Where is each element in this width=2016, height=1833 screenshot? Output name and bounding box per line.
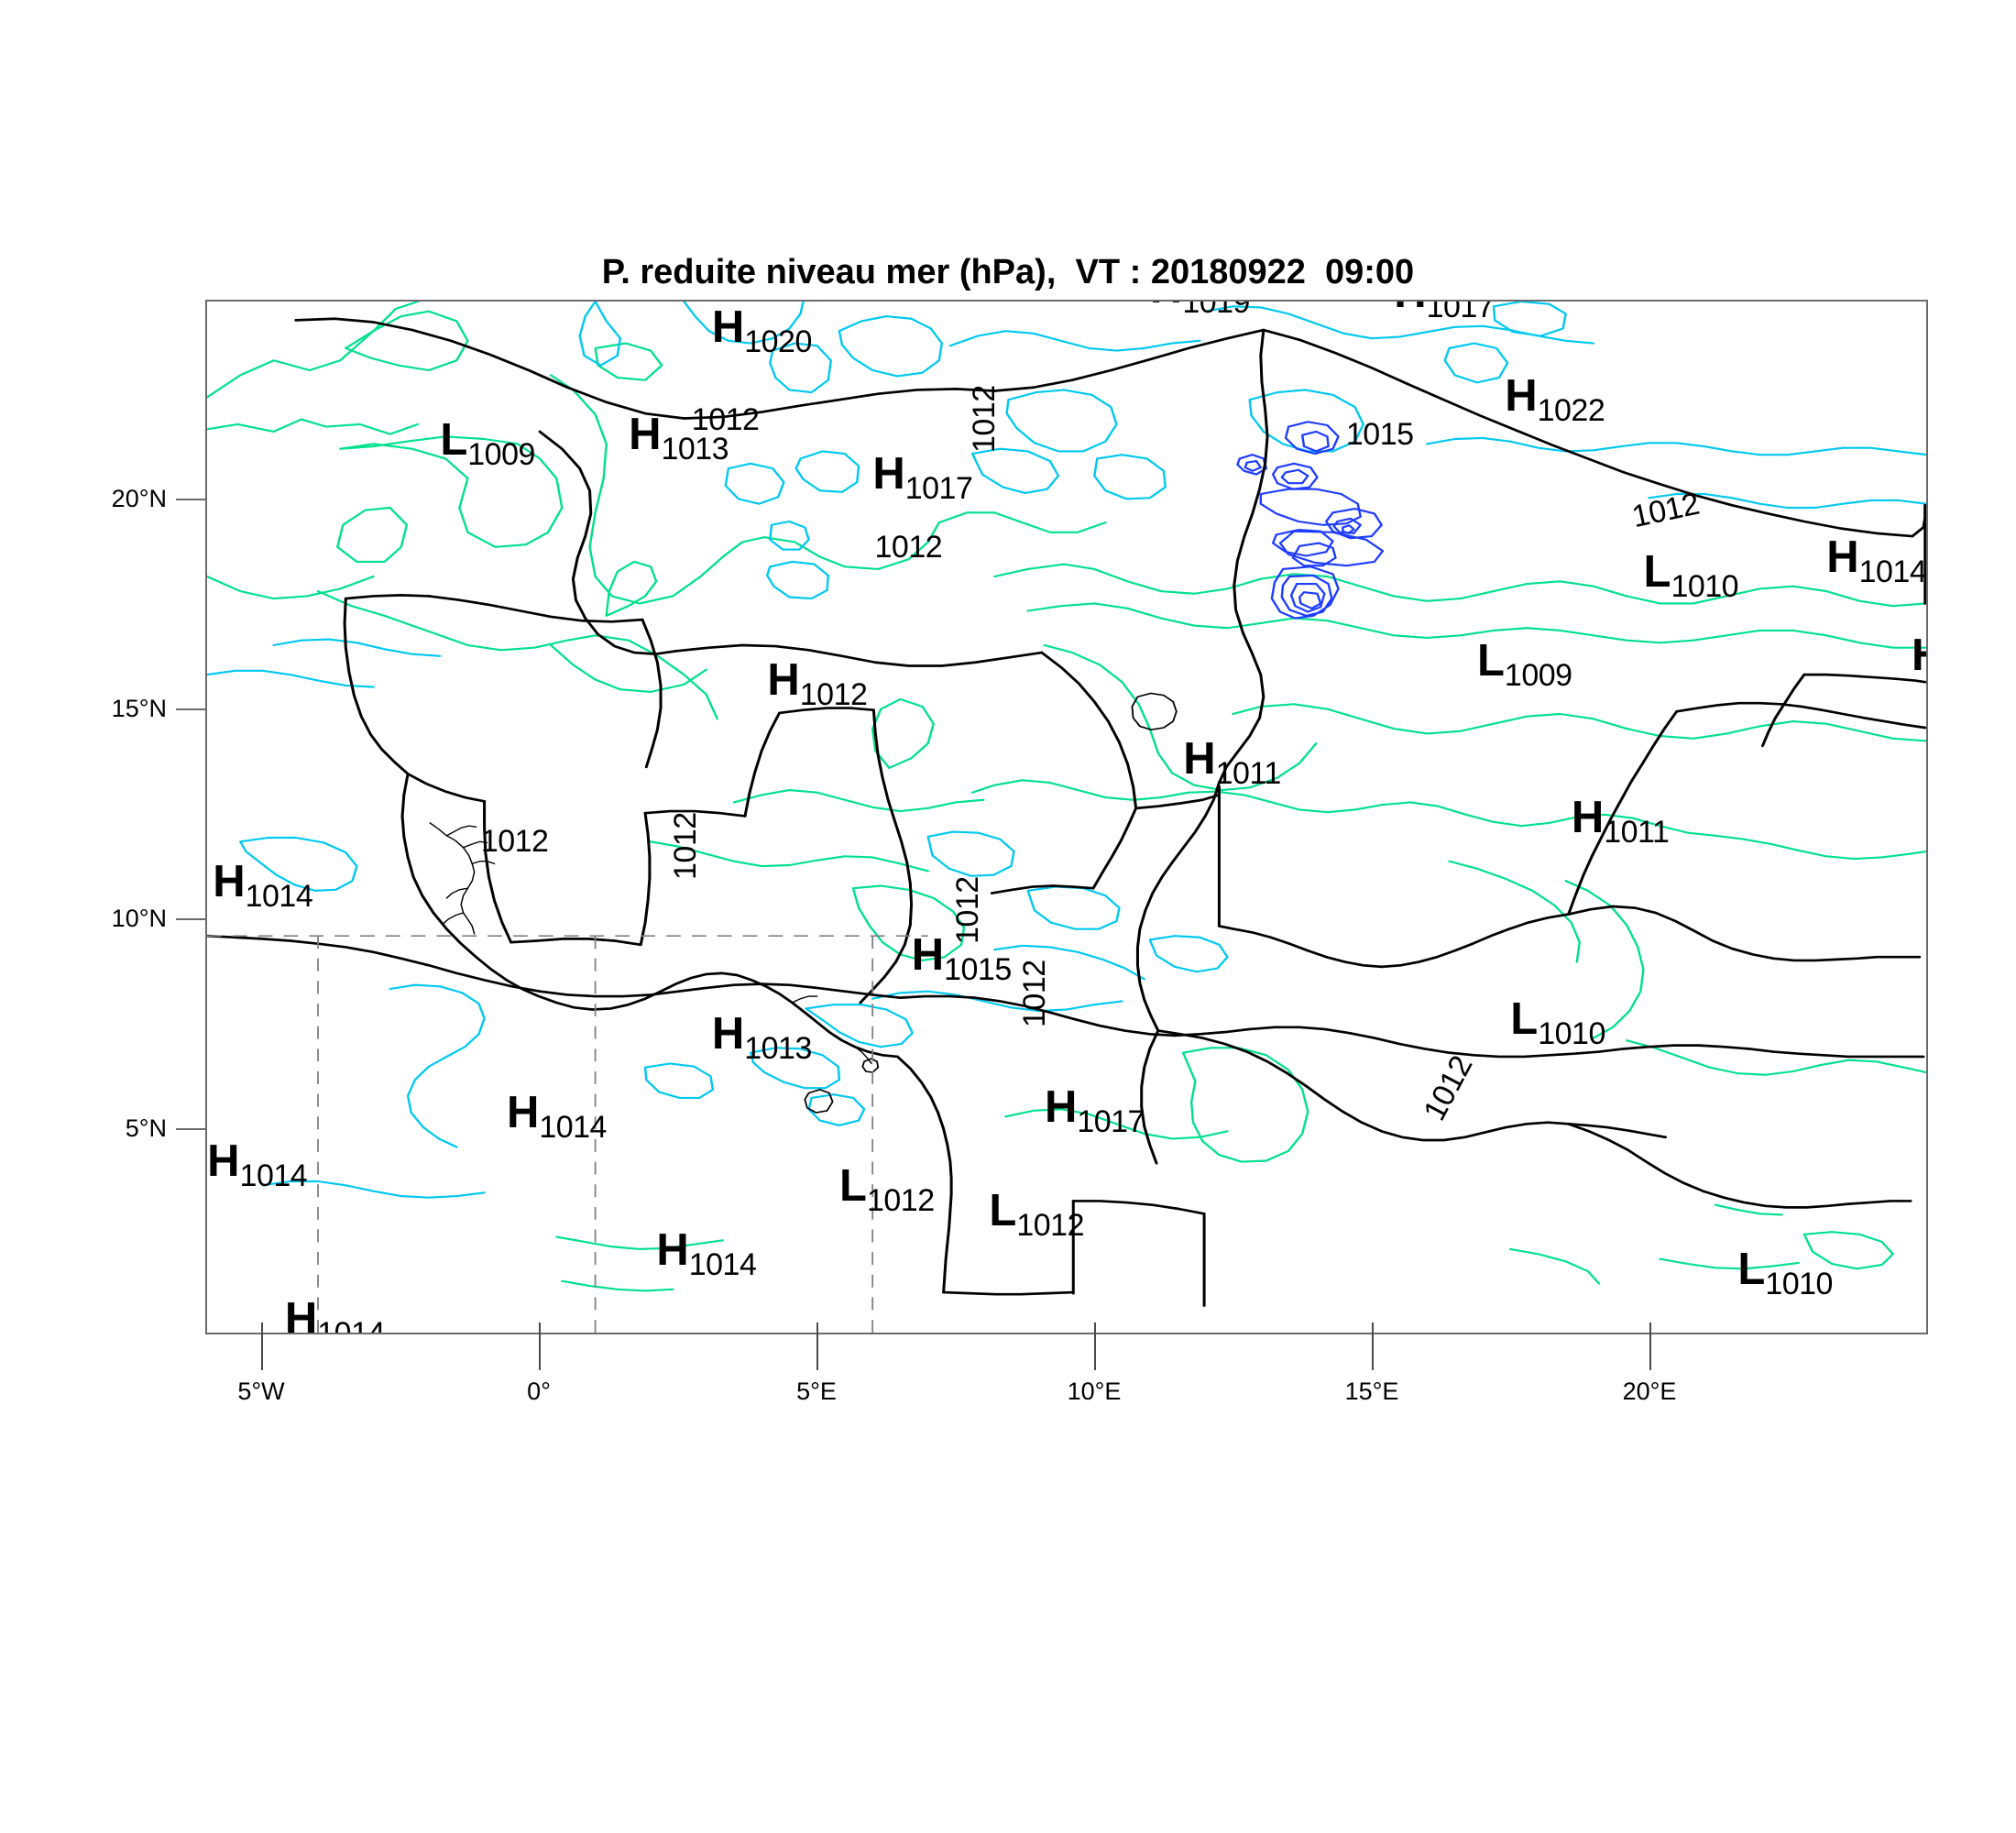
ytick-line-20N xyxy=(176,499,207,500)
ytick-label-15N: 15°N xyxy=(111,695,167,722)
ytick-label-10N: 10°N xyxy=(111,905,167,932)
xtick-label-15E: 15°E xyxy=(1344,1377,1399,1405)
xtick-line-10E xyxy=(1094,1323,1096,1370)
xtick-line-5E xyxy=(816,1323,818,1370)
xtick-line-5W xyxy=(261,1323,263,1370)
xtick-label-5W: 5°W xyxy=(237,1377,285,1405)
isobar-group-blue xyxy=(1236,421,1385,620)
xtick-label-10E: 10°E xyxy=(1067,1377,1122,1405)
isobar-group-cyan xyxy=(207,302,1926,1199)
coastline-and-borders xyxy=(207,317,1926,1307)
xtick-label-5E: 5°E xyxy=(796,1377,837,1405)
ytick-line-5N xyxy=(176,1128,207,1130)
lake-chad xyxy=(1131,692,1178,730)
ytick-line-15N xyxy=(176,708,207,710)
ytick-label-5N: 5°N xyxy=(125,1114,167,1142)
xtick-line-20E xyxy=(1649,1323,1651,1370)
ytick-line-10N xyxy=(176,918,207,920)
page-title: P. reduite niveau mer (hPa), VT : 201809… xyxy=(601,253,1415,291)
isobar-group-green xyxy=(207,302,1926,1292)
river-network xyxy=(429,822,872,1065)
xtick-label-0: 0° xyxy=(527,1377,551,1405)
xtick-line-15E xyxy=(1372,1323,1374,1370)
xtick-line-0 xyxy=(539,1323,541,1370)
map-plot-area: H1020 H1019 H1017 H1022 L1009 H1013 H101… xyxy=(205,300,1928,1334)
map-vector-layer xyxy=(207,302,1926,1307)
ytick-label-20N: 20°N xyxy=(111,485,167,512)
graticule-dashed-overlay xyxy=(207,935,928,1333)
xtick-label-20E: 20°E xyxy=(1622,1377,1677,1405)
